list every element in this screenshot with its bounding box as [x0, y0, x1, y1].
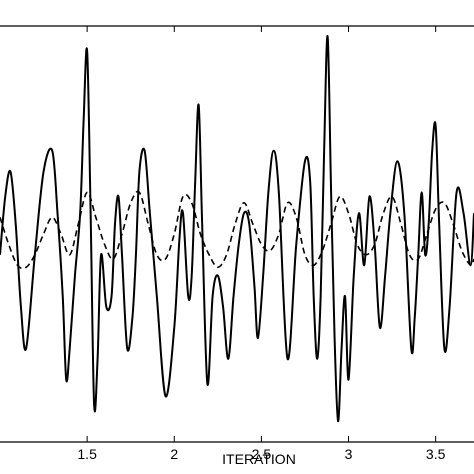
axes — [0, 25, 474, 443]
x-tick-label: 1.5 — [77, 446, 97, 462]
series-layer — [0, 35, 474, 423]
x-ticks: 1.5 2 2.5 3 3.5 — [77, 26, 446, 462]
series-line-solid — [0, 35, 474, 423]
x-tick-label: 3.5 — [426, 446, 446, 462]
x-tick-label: 2 — [170, 446, 178, 462]
x-tick-label: 2.5 — [252, 446, 272, 462]
series-line-dashed — [0, 190, 474, 270]
x-tick-label: 3 — [345, 446, 353, 462]
x-axis-label: ITERATION — [222, 451, 296, 467]
